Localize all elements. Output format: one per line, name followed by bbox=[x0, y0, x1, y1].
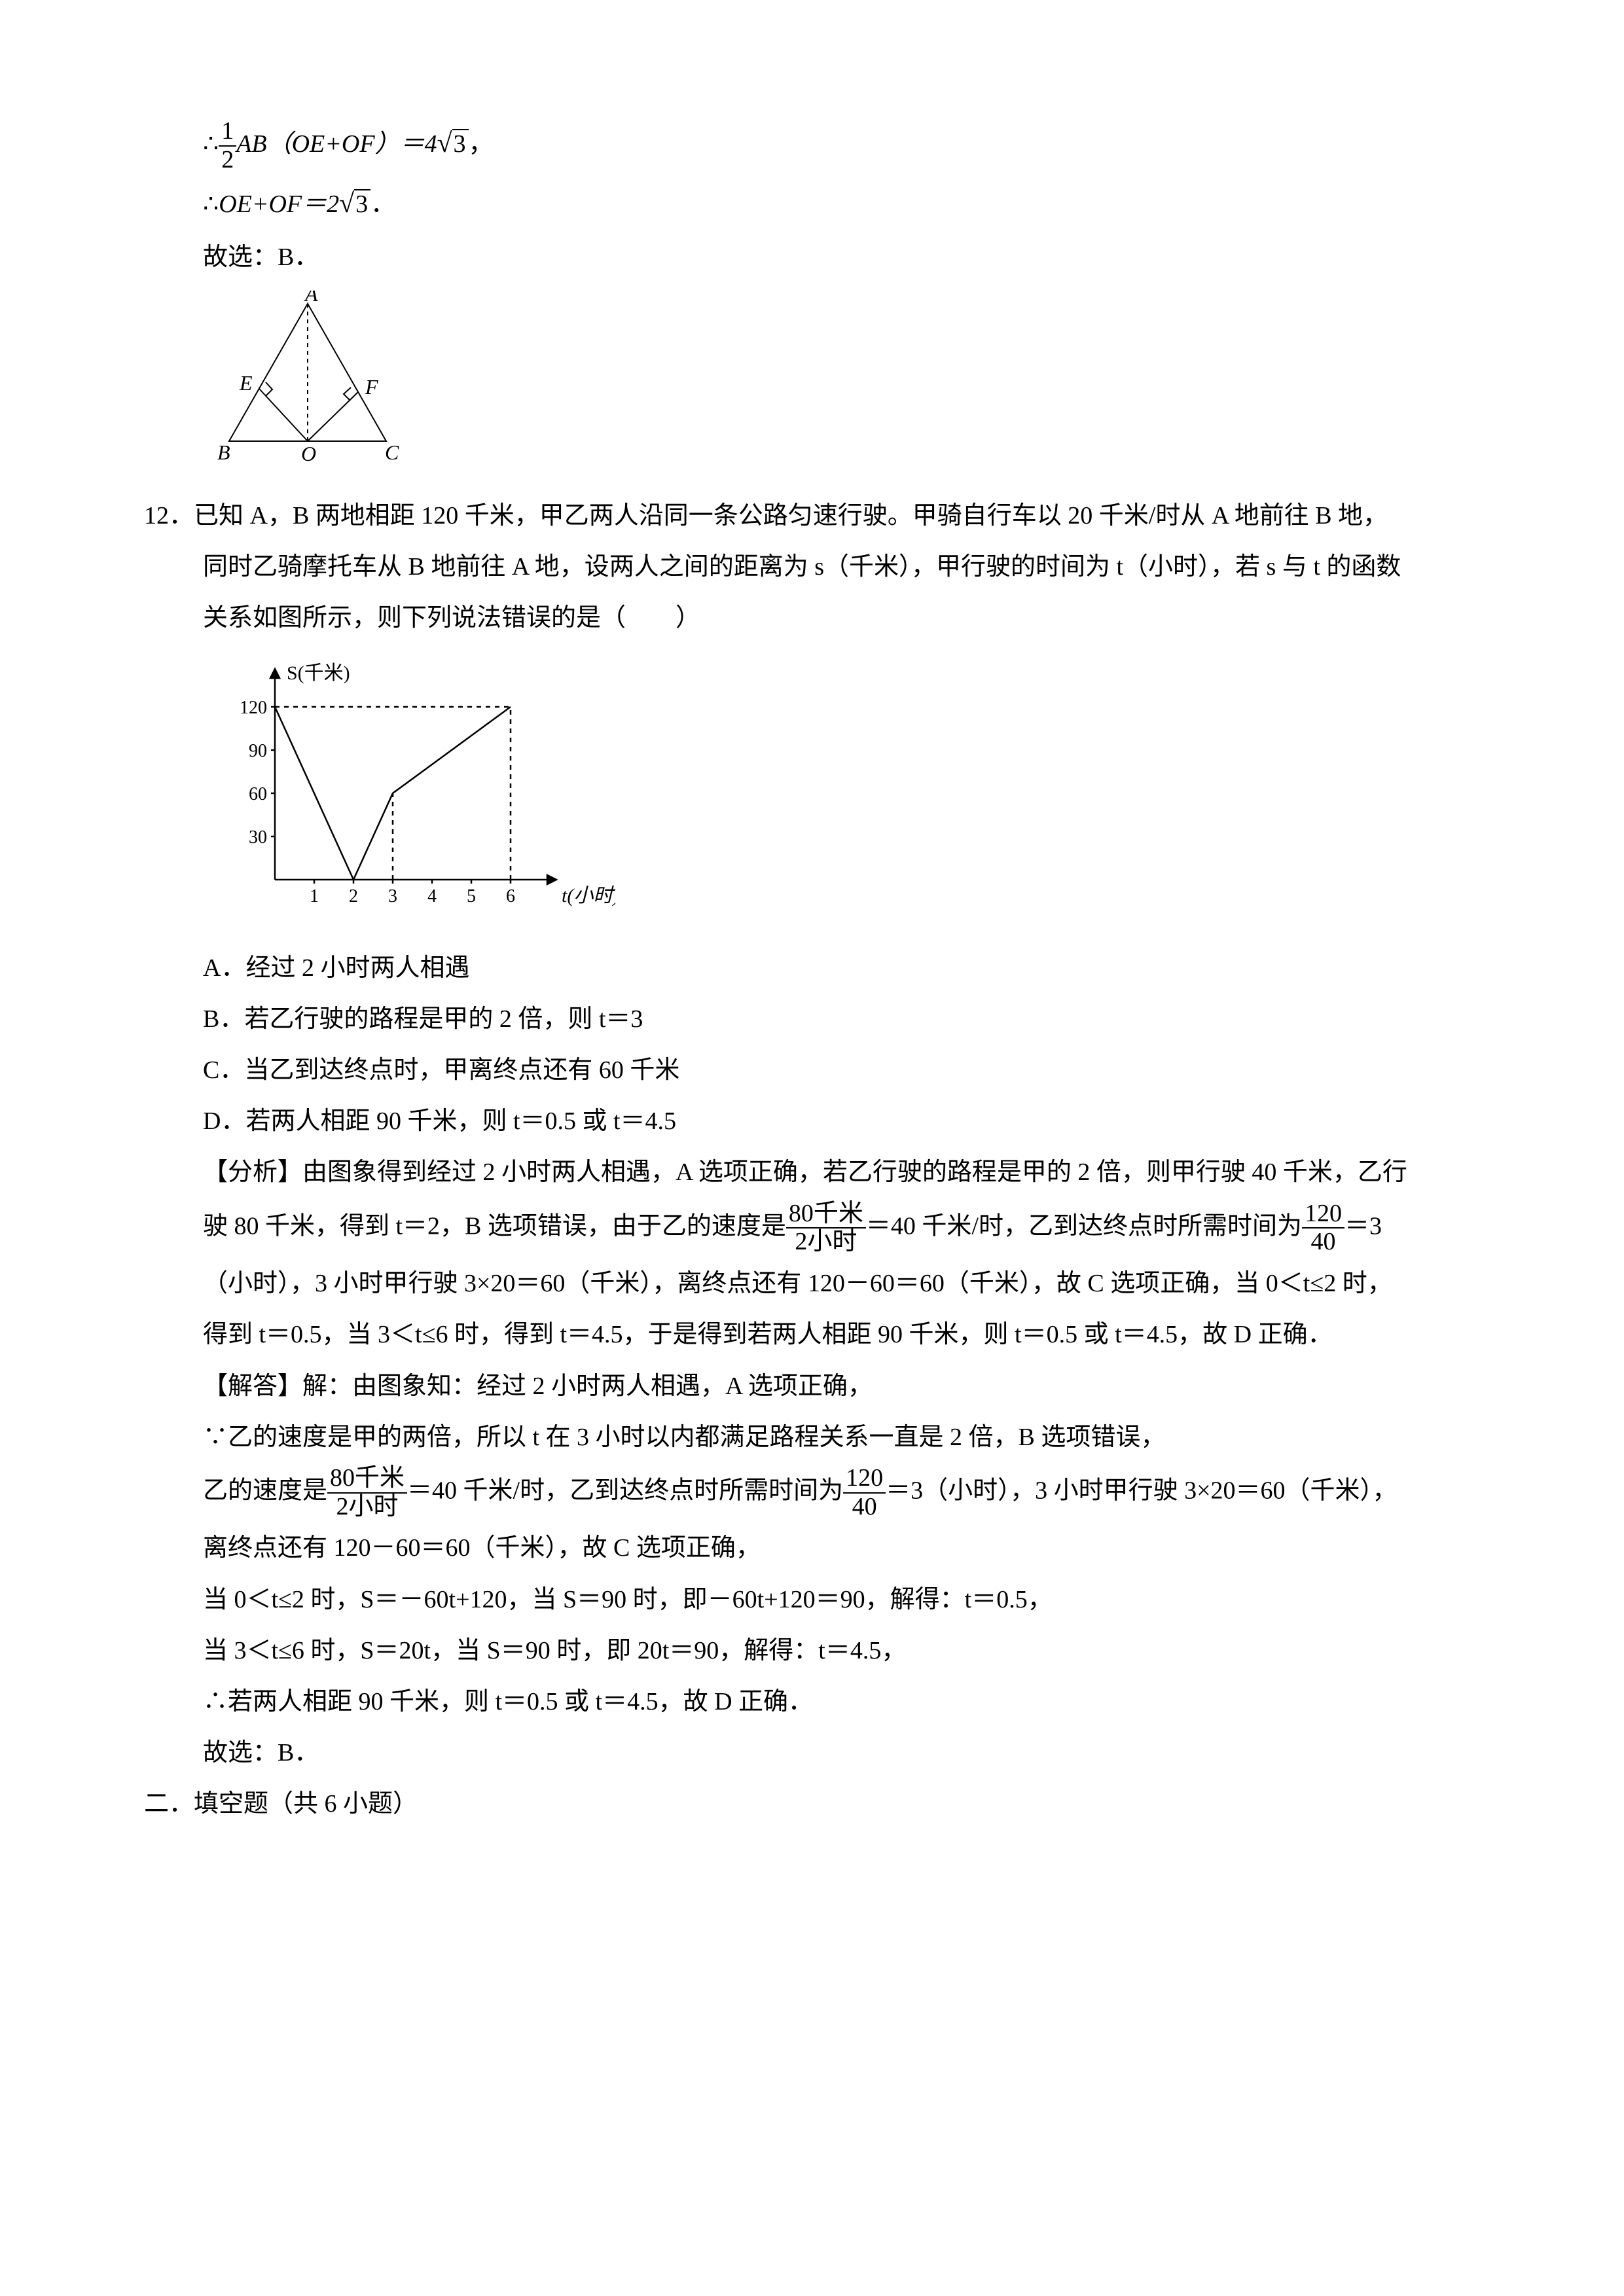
q12-solution-line5: 当 0＜t≤2 时，S＝－60t+120，当 S＝90 时，即－60t+120＝… bbox=[203, 1576, 1480, 1623]
frac-num: 120 bbox=[843, 1465, 886, 1494]
frac-den: 2小时 bbox=[786, 1229, 866, 1256]
solution-text: ＝40 千米/时，乙到达终点时所需时间为 bbox=[407, 1477, 843, 1504]
punct-text: ． bbox=[370, 190, 395, 218]
q12-option-b: B．若乙行驶的路程是甲的 2 倍，则 t＝3 bbox=[203, 996, 1480, 1043]
q12-chart-figure: 30 60 90 120 1 2 3 4 5 6 S(千米) t(小时) bbox=[203, 651, 1480, 935]
q12-option-a: A．经过 2 小时两人相遇 bbox=[203, 944, 1480, 992]
ytick-90: 90 bbox=[249, 741, 267, 761]
radicand-text: 3 bbox=[354, 189, 370, 218]
analysis-text: （小时），3 小时甲行驶 3×20＝60（千米），离终点还有 120－60＝60… bbox=[203, 1270, 1392, 1297]
xtick-6: 6 bbox=[506, 886, 515, 906]
ytick-120: 120 bbox=[240, 698, 267, 718]
option-text: B．若乙行驶的路程是甲的 2 倍，则 t＝3 bbox=[203, 1005, 643, 1033]
label-A: A bbox=[304, 291, 318, 306]
solution-text: ∵乙的速度是甲的两倍，所以 t 在 3 小时以内都满足路程关系一直是 2 倍，B… bbox=[203, 1424, 1165, 1451]
q12-analysis-line2: 驶 80 千米，得到 t＝2，B 选项错误，由于乙的速度是80千米2小时＝40 … bbox=[203, 1200, 1480, 1257]
q12-analysis-line3: （小时），3 小时甲行驶 3×20＝60（千米），离终点还有 120－60＝60… bbox=[203, 1260, 1480, 1307]
stem-text: 关系如图所示，则下列说法错误的是（ ） bbox=[203, 604, 700, 632]
expr-text: AB（OE+OF）＝4 bbox=[236, 130, 437, 158]
solution-text: 解：由图象知：经过 2 小时两人相遇，A 选项正确， bbox=[302, 1372, 873, 1400]
frac-num: 80千米 bbox=[327, 1465, 407, 1494]
label-F: F bbox=[365, 375, 378, 399]
answer-text: 故选：B． bbox=[203, 243, 319, 271]
option-text: D．若两人相距 90 千米，则 t＝0.5 或 t＝4.5 bbox=[203, 1107, 676, 1135]
solution-text: 乙的速度是 bbox=[203, 1477, 327, 1504]
solution-label: 【解答】 bbox=[203, 1372, 302, 1400]
label-B: B bbox=[217, 440, 230, 464]
analysis-text: 由图象得到经过 2 小时两人相遇，A 选项正确，若乙行驶的路程是甲的 2 倍，则… bbox=[302, 1158, 1407, 1186]
q12-solution-line7: ∴若两人相距 90 千米，则 t＝0.5 或 t＝4.5，故 D 正确． bbox=[203, 1678, 1480, 1725]
therefore-text: ∴ bbox=[203, 190, 219, 218]
q12-stem-line2: 同时乙骑摩托车从 B 地前往 A 地，设两人之间的距离为 s（千米），甲行驶的时… bbox=[203, 543, 1480, 590]
q12-stem-line1: 12．已知 A，B 两地相距 120 千米，甲乙两人沿同一条公路匀速行驶。甲骑自… bbox=[144, 492, 1480, 539]
q12-solution-line4: 离终点还有 120－60＝60（千米），故 C 选项正确， bbox=[203, 1524, 1480, 1571]
ytick-30: 30 bbox=[249, 827, 267, 848]
q12-solution-line1: 【解答】解：由图象知：经过 2 小时两人相遇，A 选项正确， bbox=[203, 1363, 1480, 1410]
option-text: A．经过 2 小时两人相遇 bbox=[203, 954, 469, 982]
distance-time-chart: 30 60 90 120 1 2 3 4 5 6 S(千米) t(小时) bbox=[203, 651, 615, 919]
radicand-text: 3 bbox=[452, 129, 469, 158]
label-O: O bbox=[301, 442, 316, 465]
analysis-text: ＝3 bbox=[1344, 1212, 1382, 1240]
label-C: C bbox=[385, 440, 399, 464]
q12-analysis-line1: 【分析】由图象得到经过 2 小时两人相遇，A 选项正确，若乙行驶的路程是甲的 2… bbox=[203, 1149, 1480, 1196]
ytick-60: 60 bbox=[249, 784, 267, 804]
xtick-1: 1 bbox=[310, 886, 319, 906]
solution-text: 离终点还有 120－60＝60（千米），故 C 选项正确， bbox=[203, 1534, 761, 1562]
y-axis-label: S(千米) bbox=[287, 662, 350, 684]
analysis-text: 得到 t＝0.5，当 3＜t≤6 时，得到 t＝4.5，于是得到若两人相距 90… bbox=[203, 1321, 1333, 1348]
frac-den: 40 bbox=[1302, 1229, 1344, 1256]
analysis-label: 【分析】 bbox=[203, 1158, 302, 1186]
x-axis-label: t(小时) bbox=[562, 885, 615, 906]
xtick-3: 3 bbox=[388, 886, 397, 906]
frac-den: 2小时 bbox=[327, 1494, 407, 1521]
frac-num: 80千米 bbox=[786, 1200, 866, 1229]
q12-solution-line6: 当 3＜t≤6 时，S＝20t，当 S＝90 时，即 20t＝90，解得：t＝4… bbox=[203, 1627, 1480, 1674]
solution-text: 当 0＜t≤2 时，S＝－60t+120，当 S＝90 时，即－60t+120＝… bbox=[203, 1586, 1053, 1613]
q12-stem-line3: 关系如图所示，则下列说法错误的是（ ） bbox=[203, 594, 1480, 641]
solution-text: ∴若两人相距 90 千米，则 t＝0.5 或 t＝4.5，故 D 正确． bbox=[203, 1688, 813, 1715]
q11-triangle-figure: A B C O E F bbox=[203, 291, 1480, 483]
punct-text: ， bbox=[469, 130, 494, 158]
analysis-text: ＝40 千米/时，乙到达终点时所需时间为 bbox=[866, 1212, 1302, 1240]
analysis-text: 驶 80 千米，得到 t＝2，B 选项错误，由于乙的速度是 bbox=[203, 1212, 786, 1240]
stem-text: 同时乙骑摩托车从 B 地前往 A 地，设两人之间的距离为 s（千米），甲行驶的时… bbox=[203, 553, 1401, 581]
solution-text: ＝3（小时），3 小时甲行驶 3×20＝60（千米）， bbox=[886, 1477, 1397, 1504]
triangle-svg: A B C O E F bbox=[203, 291, 419, 467]
frac-den: 2 bbox=[219, 147, 236, 174]
therefore-text: ∴ bbox=[203, 130, 219, 158]
heading-text: 二．填空题（共 6 小题） bbox=[144, 1790, 418, 1818]
solution-text: 当 3＜t≤6 时，S＝20t，当 S＝90 时，即 20t＝90，解得：t＝4… bbox=[203, 1637, 906, 1664]
answer-text: 故选：B． bbox=[203, 1739, 319, 1767]
frac-num: 120 bbox=[1302, 1200, 1344, 1229]
xtick-4: 4 bbox=[427, 886, 437, 906]
q12-solution-line3: 乙的速度是80千米2小时＝40 千米/时，乙到达终点时所需时间为12040＝3（… bbox=[203, 1465, 1480, 1521]
label-E: E bbox=[239, 371, 253, 395]
q12-option-c: C．当乙到达终点时，甲离终点还有 60 千米 bbox=[203, 1047, 1480, 1094]
q11-sol-line2: ∴OE+OF＝2√3． bbox=[203, 178, 1480, 230]
xtick-5: 5 bbox=[467, 886, 476, 906]
q11-sol-line1: ∴12AB（OE+OF）＝4√3， bbox=[203, 118, 1480, 174]
q12-number: 12． bbox=[144, 492, 194, 539]
section-2-heading: 二．填空题（共 6 小题） bbox=[144, 1780, 1480, 1827]
frac-den: 40 bbox=[843, 1494, 886, 1521]
q12-solution-line2: ∵乙的速度是甲的两倍，所以 t 在 3 小时以内都满足路程关系一直是 2 倍，B… bbox=[203, 1414, 1480, 1461]
option-text: C．当乙到达终点时，甲离终点还有 60 千米 bbox=[203, 1056, 679, 1084]
q11-sol-line3: 故选：B． bbox=[203, 234, 1480, 281]
q12-analysis-line4: 得到 t＝0.5，当 3＜t≤6 时，得到 t＝4.5，于是得到若两人相距 90… bbox=[203, 1311, 1480, 1358]
q12-solution-line8: 故选：B． bbox=[203, 1729, 1480, 1776]
q12-option-d: D．若两人相距 90 千米，则 t＝0.5 或 t＝4.5 bbox=[203, 1098, 1480, 1145]
expr-text: OE+OF＝2 bbox=[219, 190, 339, 218]
xtick-2: 2 bbox=[349, 886, 358, 906]
page-container: ∴12AB（OE+OF）＝4√3， ∴OE+OF＝2√3． 故选：B． A B … bbox=[0, 0, 1624, 1897]
frac-num: 1 bbox=[219, 118, 236, 147]
stem-text: 已知 A，B 两地相距 120 千米，甲乙两人沿同一条公路匀速行驶。甲骑自行车以… bbox=[194, 502, 1388, 529]
